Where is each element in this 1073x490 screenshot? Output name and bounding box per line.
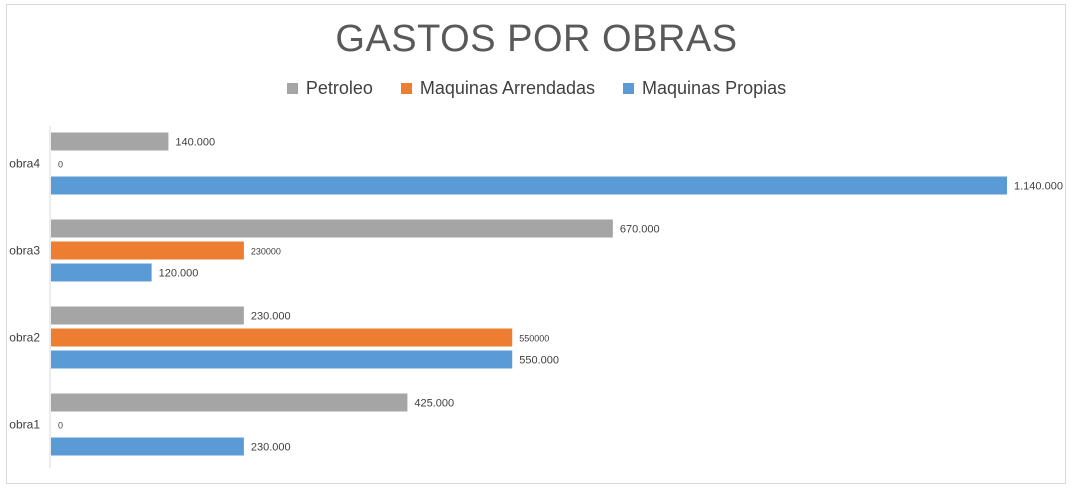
data-label-petroleo-obra2: 230.000 [251, 311, 291, 323]
category-label-obra1: obra1 [9, 418, 40, 432]
bar-maquinas-propias-obra3 [51, 263, 152, 282]
bar-petroleo-obra2 [51, 306, 244, 325]
legend-swatch-maquinas-propias [623, 83, 635, 94]
legend-item-maquinas-arrendadas: Maquinas Arrendadas [400, 78, 596, 99]
data-label-maquinas-arrendadas-obra4: 0 [58, 160, 63, 170]
legend-swatch-petroleo [286, 83, 298, 94]
data-label-maquinas-arrendadas-obra2: 550000 [519, 334, 549, 344]
data-label-petroleo-obra1: 425.000 [414, 398, 454, 410]
legend-label-maquinas-propias: Maquinas Propias [642, 78, 787, 98]
bar-maquinas-propias-obra4 [51, 176, 1007, 195]
bar-petroleo-obra3 [51, 219, 613, 238]
data-label-petroleo-obra4: 140.000 [175, 137, 215, 149]
data-label-maquinas-propias-obra4: 1.140.000 [1014, 181, 1063, 193]
bar-maquinas-propias-obra2 [51, 350, 513, 369]
legend-item-petroleo: Petroleo [286, 78, 373, 99]
legend-label-petroleo: Petroleo [305, 78, 373, 98]
bar-petroleo-obra4 [51, 132, 169, 151]
bar-petroleo-obra1 [51, 393, 408, 412]
category-label-obra4: obra4 [9, 157, 40, 171]
legend-label-maquinas-arrendadas: Maquinas Arrendadas [419, 78, 596, 98]
data-label-maquinas-propias-obra1: 230.000 [251, 442, 291, 454]
legend-item-maquinas-propias: Maquinas Propias [623, 78, 786, 99]
bar-maquinas-arrendadas-obra3 [51, 241, 244, 260]
category-label-obra3: obra3 [9, 244, 40, 258]
bar-maquinas-propias-obra1 [51, 437, 244, 456]
legend: Petroleo Maquinas Arrendadas Maquinas Pr… [0, 78, 1073, 99]
data-label-maquinas-propias-obra2: 550.000 [519, 355, 559, 367]
data-label-maquinas-arrendadas-obra3: 230000 [251, 247, 281, 257]
data-label-maquinas-arrendadas-obra1: 0 [58, 421, 63, 431]
data-label-petroleo-obra3: 670.000 [620, 224, 660, 236]
legend-swatch-maquinas-arrendadas [400, 83, 412, 94]
category-label-obra2: obra2 [9, 331, 40, 345]
chart-title: GASTOS POR OBRAS [335, 18, 738, 60]
bar-maquinas-arrendadas-obra2 [51, 328, 513, 347]
data-label-maquinas-propias-obra3: 120.000 [159, 268, 199, 280]
